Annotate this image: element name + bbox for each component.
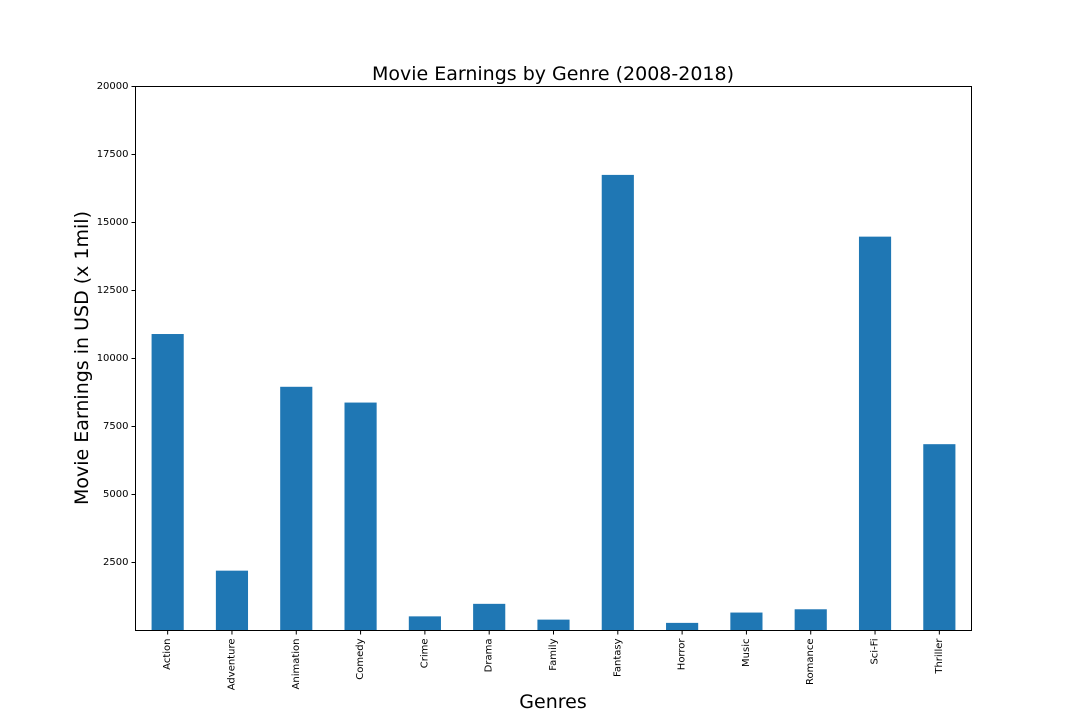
y-tick-label: 10000 bbox=[97, 353, 129, 364]
bar-adventure bbox=[215, 570, 249, 631]
y-tick-label: 20000 bbox=[97, 81, 129, 92]
x-tick-label: Family bbox=[548, 638, 559, 670]
bar-romance bbox=[794, 609, 827, 631]
x-tick-label: Music bbox=[741, 639, 752, 667]
x-axis-ticks: Action Adventure Animation Comedy Crime Drama… bbox=[162, 630, 945, 691]
bar-music bbox=[730, 612, 763, 631]
x-tick-label: Horror bbox=[677, 638, 688, 671]
bar-sci-fi bbox=[858, 236, 892, 631]
y-tick-label: 7500 bbox=[103, 421, 128, 432]
bar-comedy bbox=[344, 402, 377, 631]
y-tick-label: 15000 bbox=[97, 217, 129, 228]
bar-family bbox=[537, 619, 570, 631]
bars bbox=[151, 174, 956, 631]
x-tick-label: Fantasy bbox=[612, 638, 623, 677]
x-tick-label: Thriller bbox=[934, 638, 945, 675]
x-tick-label: Comedy bbox=[355, 638, 366, 679]
x-tick-label: Sci-Fi bbox=[870, 639, 881, 665]
bar-animation bbox=[280, 386, 313, 631]
y-tick-label: 12500 bbox=[97, 285, 129, 296]
y-axis-ticks: 2500 5000 7500 10000 12500 15000 17500 20000 bbox=[97, 81, 136, 568]
x-tick-label: Drama bbox=[484, 639, 495, 673]
bar-fantasy bbox=[601, 174, 634, 631]
y-tick-label: 2500 bbox=[103, 557, 128, 568]
bar-crime bbox=[408, 616, 441, 631]
y-axis-label: Movie Earnings in USD (x 1mil) bbox=[71, 211, 93, 505]
x-tick-label: Action bbox=[162, 639, 173, 670]
x-tick-label: Adventure bbox=[226, 639, 237, 691]
bar-action bbox=[151, 334, 184, 631]
y-tick-label: 17500 bbox=[97, 149, 129, 160]
x-axis-label: Genres bbox=[519, 691, 586, 713]
bar-drama bbox=[473, 603, 506, 631]
bar-horror bbox=[666, 622, 699, 631]
chart-title: Movie Earnings by Genre (2008-2018) bbox=[372, 63, 734, 85]
plot-frame bbox=[135, 86, 972, 631]
x-tick-label: Crime bbox=[419, 639, 430, 669]
bar-thriller bbox=[923, 444, 956, 631]
y-tick-label: 5000 bbox=[103, 489, 128, 500]
x-tick-label: Animation bbox=[291, 639, 302, 690]
x-tick-label: Romance bbox=[805, 639, 816, 685]
